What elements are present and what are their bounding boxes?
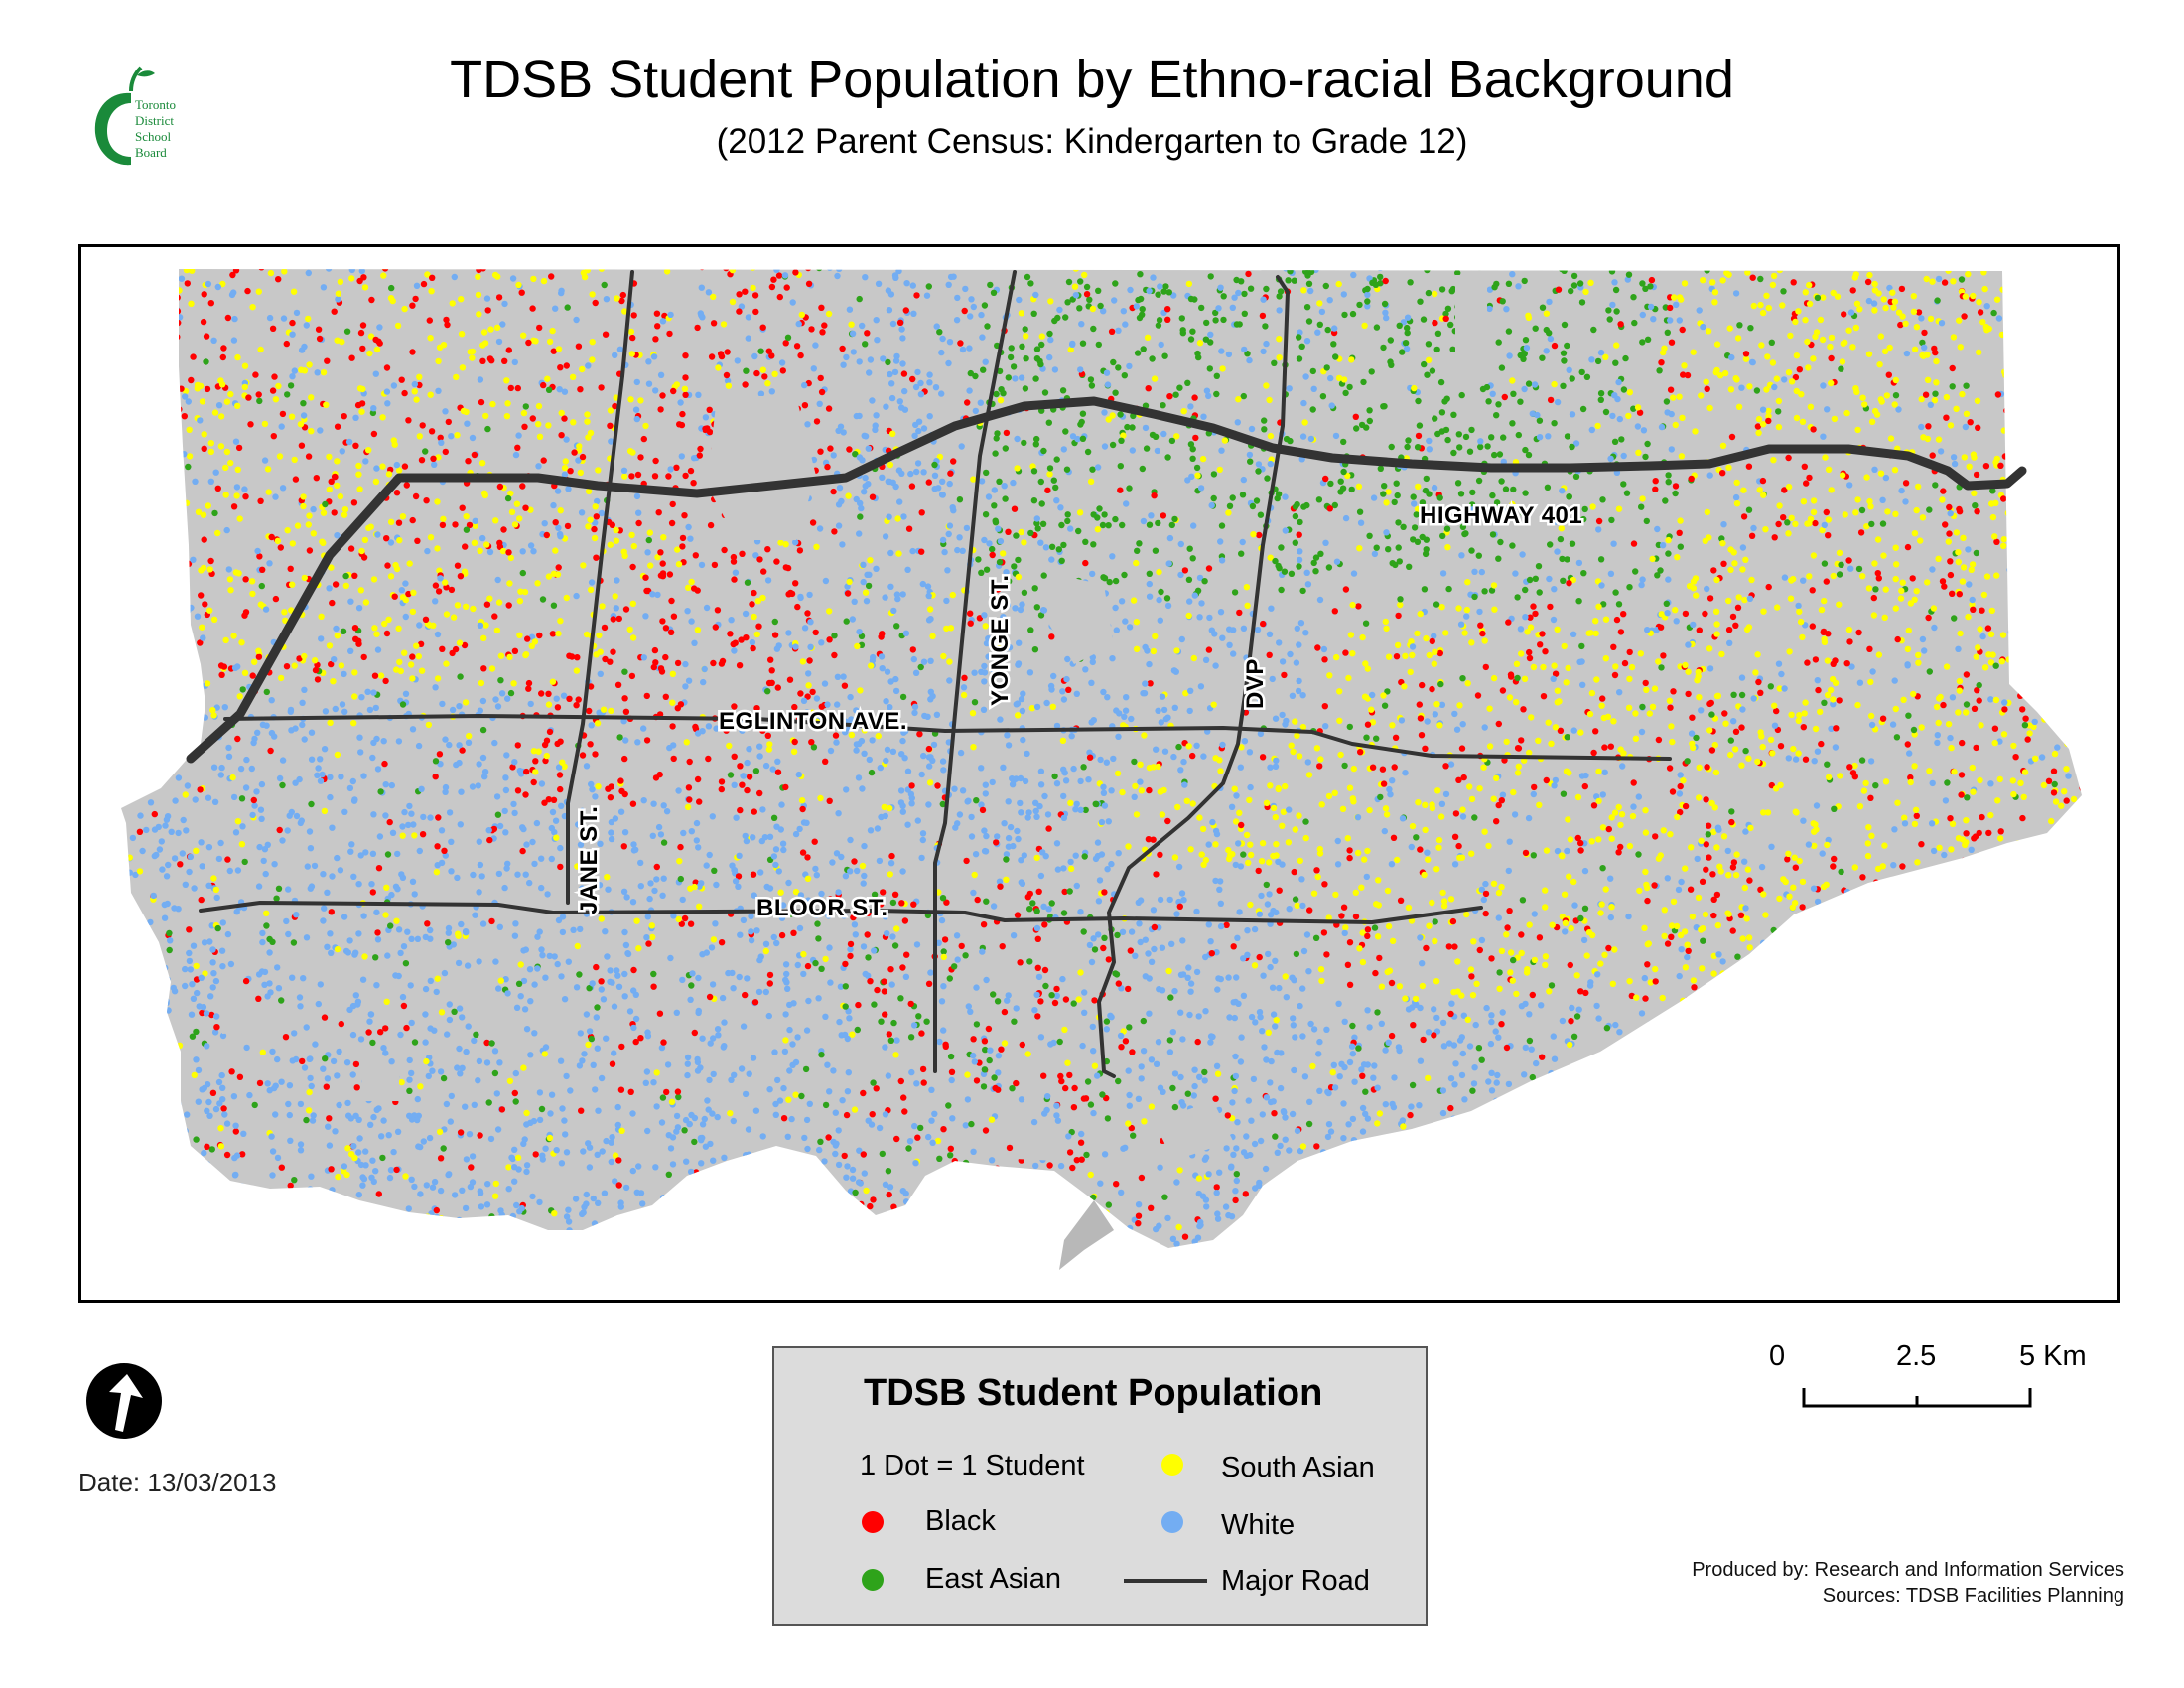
legend-swatch-white	[1161, 1511, 1183, 1533]
scale-bar: 0 2.5 5 Km	[1767, 1340, 2124, 1420]
label-bloor-st: BLOOR ST.	[756, 895, 888, 921]
label-dvp: DVP	[1242, 658, 1269, 709]
legend-label-major-road: Major Road	[1221, 1565, 1370, 1597]
grey-parks	[220, 275, 1487, 1270]
legend-swatch-east-asian	[862, 1569, 884, 1591]
legend-title: TDSB Student Population	[864, 1372, 1323, 1414]
label-eglinton-ave: EGLINTON AVE.	[719, 708, 907, 735]
map-frame: HIGHWAY 401 YONGE ST. DVP EGLINTON AVE. …	[78, 244, 2120, 1303]
scale-label-5: 5 Km	[2019, 1340, 2087, 1372]
page-title: TDSB Student Population by Ethno-racial …	[450, 50, 1734, 109]
page-subtitle: (2012 Parent Census: Kindergarten to Gra…	[716, 122, 1468, 161]
legend-label-south-asian: South Asian	[1221, 1452, 1375, 1483]
road-yonge-st	[933, 270, 1017, 1073]
road-labels: HIGHWAY 401 YONGE ST. DVP EGLINTON AVE. …	[574, 500, 1585, 924]
legend-swatch-black	[862, 1511, 884, 1533]
label-jane-st: JANE ST.	[576, 806, 603, 914]
legend-swatch-major-road	[1124, 1579, 1207, 1583]
legend-dot-note: 1 Dot = 1 Student	[860, 1450, 1085, 1481]
logo-wordmark: Toronto District School Board	[135, 97, 176, 160]
scale-label-2-5: 2.5	[1896, 1340, 1937, 1372]
road-jane-st	[566, 270, 634, 905]
road-highway-401	[186, 396, 2027, 764]
road-bloor-st	[199, 901, 1483, 924]
credit-produced-by: Produced by: Research and Information Se…	[1692, 1559, 2124, 1581]
road-eglinton-ave	[223, 714, 1672, 761]
credit-sources: Sources: TDSB Facilities Planning	[1822, 1585, 2124, 1607]
map-legend: TDSB Student Population 1 Dot = 1 Studen…	[772, 1346, 1428, 1626]
major-roads	[186, 270, 2027, 1078]
scale-label-0: 0	[1769, 1340, 1786, 1372]
tdsb-logo: Toronto District School Board	[79, 62, 199, 171]
label-yonge-st: YONGE ST.	[987, 574, 1014, 706]
legend-swatch-south-asian	[1161, 1454, 1183, 1476]
legend-label-east-asian: East Asian	[925, 1563, 1062, 1595]
scale-bar-ruler	[1802, 1388, 2032, 1408]
map-credits: Produced by: Research and Information Se…	[1549, 1557, 2124, 1609]
road-dvp	[1097, 275, 1290, 1078]
apple-logo-icon	[94, 66, 155, 166]
map-date: Date: 13/03/2013	[78, 1468, 277, 1497]
label-highway-401: HIGHWAY 401	[1420, 502, 1582, 529]
legend-label-black: Black	[925, 1505, 996, 1537]
legend-label-white: White	[1221, 1509, 1296, 1541]
north-arrow-icon	[85, 1362, 163, 1440]
dot-density-map: HIGHWAY 401 YONGE ST. DVP EGLINTON AVE. …	[121, 269, 2082, 1270]
